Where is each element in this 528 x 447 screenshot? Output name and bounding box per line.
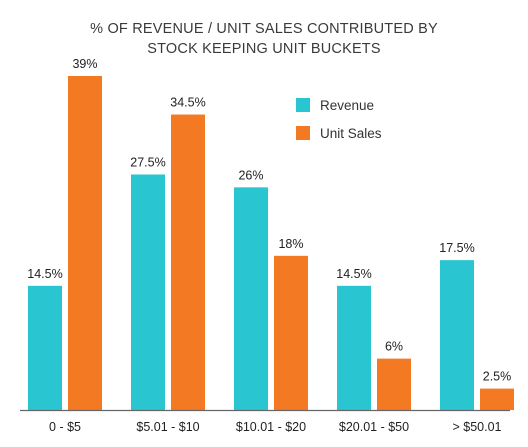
data-label-revenue-0: 14.5%	[27, 267, 62, 281]
bar-unit-sales-0	[68, 76, 102, 410]
x-tick-label-2: $10.01 - $20	[236, 420, 306, 434]
data-label-unit-sales-1: 34.5%	[170, 96, 205, 110]
legend-label-unit-sales: Unit Sales	[320, 126, 382, 141]
legend-swatch-revenue	[296, 98, 310, 112]
data-label-unit-sales-3: 6%	[385, 340, 403, 354]
legend: Revenue Unit Sales	[296, 98, 382, 141]
legend-swatch-unit-sales	[296, 126, 310, 140]
bars-layer	[28, 76, 514, 411]
bar-revenue-1	[131, 174, 165, 410]
bar-revenue-0	[28, 285, 62, 410]
x-tick-label-0: 0 - $5	[49, 420, 81, 434]
data-label-revenue-2: 26%	[238, 168, 263, 182]
data-label-revenue-3: 14.5%	[336, 267, 371, 281]
bar-revenue-4	[440, 260, 474, 410]
legend-label-revenue: Revenue	[320, 98, 374, 113]
data-label-unit-sales-4: 2.5%	[483, 370, 512, 384]
chart-title-line-1: % OF REVENUE / UNIT SALES CONTRIBUTED BY	[90, 21, 438, 37]
data-label-unit-sales-0: 39%	[72, 57, 97, 71]
x-tick-label-4: > $50.01	[452, 420, 501, 434]
bar-unit-sales-4	[480, 388, 514, 410]
bar-revenue-3	[337, 285, 371, 410]
x-tick-label-1: $5.01 - $10	[136, 420, 199, 434]
x-axis: 0 - $5 $5.01 - $10 $10.01 - $20 $20.01 - $5…	[20, 409, 510, 434]
bar-unit-sales-3	[377, 358, 411, 410]
value-labels-layer: 14.5% 39% 27.5% 34.5% 26% 18% 14.5% 6% 17.5% 2.5%	[27, 57, 511, 384]
chart-title-line-2: STOCK KEEPING UNIT BUCKETS	[147, 41, 381, 57]
bar-unit-sales-1	[171, 114, 205, 411]
bar-unit-sales-2	[274, 255, 308, 410]
x-tick-label-3: $20.01 - $50	[339, 420, 409, 434]
data-label-unit-sales-2: 18%	[278, 237, 303, 251]
data-label-revenue-4: 17.5%	[439, 241, 474, 255]
bar-revenue-2	[234, 187, 268, 410]
data-label-revenue-1: 27.5%	[130, 155, 165, 169]
